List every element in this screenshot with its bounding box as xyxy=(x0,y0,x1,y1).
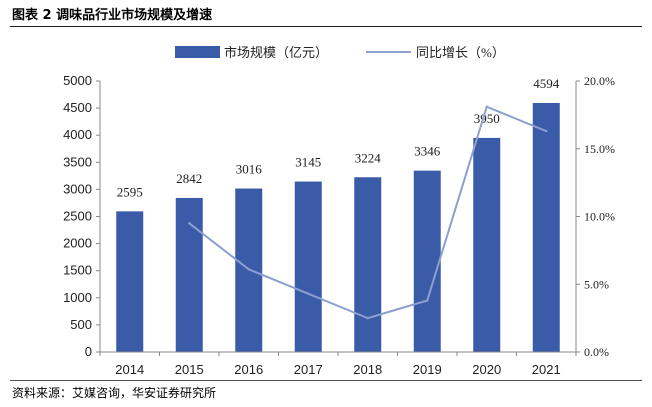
legend-bar-label: 市场规模（亿元） xyxy=(224,45,328,60)
bar xyxy=(532,103,560,352)
x-tick-label: 2019 xyxy=(413,362,442,377)
y-left-tick-label: 4500 xyxy=(63,100,92,115)
bar xyxy=(473,137,501,352)
figure-title: 图表 2 调味品行业市场规模及增速 xyxy=(12,8,213,23)
growth-point xyxy=(307,292,310,295)
x-tick-label: 2014 xyxy=(115,362,144,377)
x-tick-label: 2021 xyxy=(532,362,561,377)
growth-point xyxy=(188,222,191,225)
y-left-tick-label: 1000 xyxy=(63,290,92,305)
bar xyxy=(354,177,382,352)
y-left-tick-label: 5000 xyxy=(63,73,92,88)
legend-bar-swatch xyxy=(175,46,220,58)
chart: 2595 2842 3016 3145 3224 3346 3950 4594 0 500 100… xyxy=(63,45,615,377)
y-left-tick-label: 500 xyxy=(70,317,92,332)
x-tick-label: 2017 xyxy=(294,362,323,377)
y-left-tick-label: 0 xyxy=(85,344,92,359)
y-right-tick-label: 0.0% xyxy=(584,345,609,359)
legend-line-label: 同比增长（%） xyxy=(416,45,505,60)
y-left-tick-label: 1500 xyxy=(63,263,92,278)
growth-point xyxy=(247,268,250,271)
x-tick-label: 2020 xyxy=(472,362,501,377)
bar-value-label: 2595 xyxy=(117,184,143,199)
growth-point xyxy=(545,129,548,133)
bar-value-label: 3016 xyxy=(236,162,263,177)
bar-value-label: 3346 xyxy=(414,144,441,159)
y-right-tick-label: 10.0% xyxy=(584,210,615,224)
source-rule xyxy=(10,380,642,381)
y-left-tick-label: 3000 xyxy=(63,181,92,196)
y-left-tick-label: 3500 xyxy=(63,154,92,169)
growth-point xyxy=(366,316,369,320)
bar xyxy=(116,211,144,352)
bar-value-label: 3145 xyxy=(295,155,321,170)
x-tick-label: 2015 xyxy=(175,362,204,377)
bar-value-label: 2842 xyxy=(176,171,202,186)
bar xyxy=(175,197,203,352)
y-left-tick-label: 4000 xyxy=(63,127,92,142)
bar-value-label: 4594 xyxy=(533,76,560,91)
bar-value-label: 3224 xyxy=(355,150,382,165)
bar-value-label: 3950 xyxy=(474,111,500,126)
y-right-tick-label: 5.0% xyxy=(584,277,609,291)
y-left-tick-label: 2000 xyxy=(63,236,92,251)
growth-point xyxy=(426,299,429,302)
title-rule xyxy=(10,26,642,27)
x-tick-label: 2016 xyxy=(234,362,263,377)
y-left-tick-label: 2500 xyxy=(63,209,92,224)
y-right-tick-label: 20.0% xyxy=(584,74,615,88)
x-tick-label: 2018 xyxy=(353,362,382,377)
bar xyxy=(294,181,322,352)
source-note: 资料来源：艾媒咨询，华安证券研究所 xyxy=(12,386,217,400)
bar xyxy=(413,170,441,352)
growth-point xyxy=(485,105,488,108)
y-right-tick-label: 15.0% xyxy=(584,142,615,156)
